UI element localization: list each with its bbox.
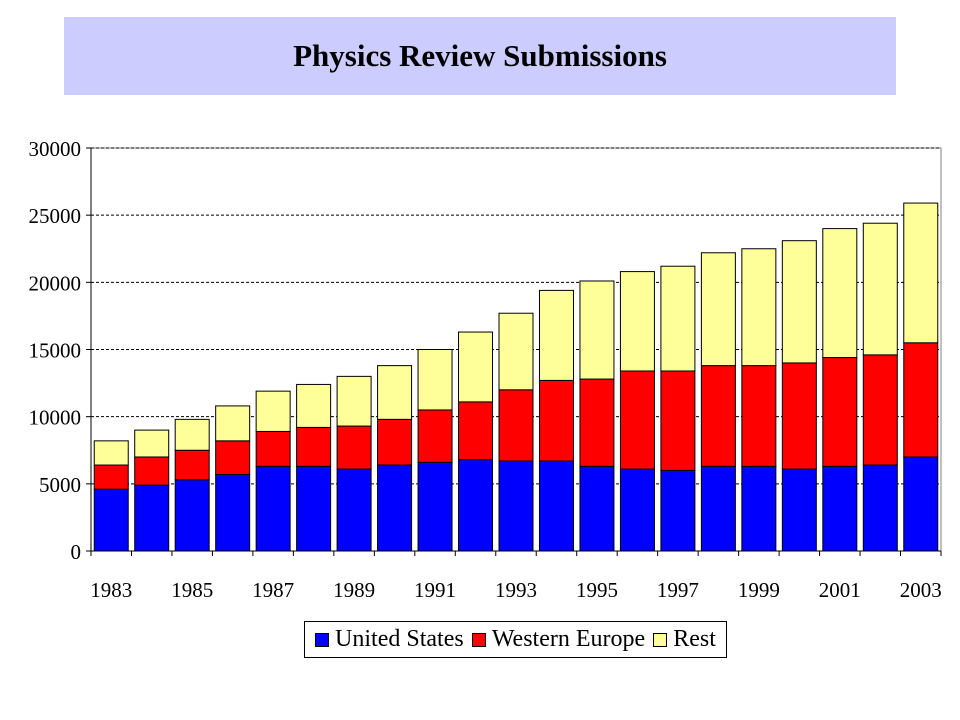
bar-segment-rest [498, 312, 534, 391]
bar-segment-united-states [579, 465, 615, 552]
bar-segment-western-europe [134, 456, 170, 486]
legend-swatch-western-europe [471, 632, 486, 647]
bar-segment-western-europe [538, 379, 574, 462]
bar-segment-western-europe [741, 365, 777, 467]
y-tick-label: 10000 [29, 406, 82, 430]
x-tick-label: 1993 [495, 578, 537, 602]
bar-segment-rest [538, 289, 574, 381]
x-tick-label: 1983 [90, 578, 132, 602]
y-tick-label: 5000 [39, 473, 81, 497]
title-banner: Physics Review Submissions [64, 17, 896, 95]
bar-segment-rest [336, 375, 372, 427]
x-tick-label: 1999 [738, 578, 780, 602]
legend-item-rest: Rest [653, 626, 716, 653]
bar-segment-western-europe [296, 426, 332, 467]
x-tick-label: 2001 [819, 578, 861, 602]
bar-segment-united-states [296, 465, 332, 552]
legend: United States Western Europe Rest [304, 621, 727, 658]
bar-segment-united-states [134, 484, 170, 552]
bar-segment-western-europe [862, 354, 898, 466]
x-tick-label: 1987 [252, 578, 294, 602]
y-tick-label: 20000 [29, 271, 82, 295]
legend-label-united-states: United States [335, 626, 464, 652]
bar-segment-rest [255, 390, 291, 432]
bar-segment-western-europe [579, 378, 615, 467]
x-tick-label: 1989 [333, 578, 375, 602]
bar-segment-western-europe [93, 464, 129, 490]
bar-segment-western-europe [336, 425, 372, 470]
bar-segment-united-states [417, 461, 453, 552]
legend-swatch-rest [653, 632, 668, 647]
bar-segment-united-states [538, 460, 574, 552]
bar-segment-western-europe [215, 440, 251, 475]
bar-segment-united-states [781, 468, 817, 552]
bar-segment-rest [215, 405, 251, 442]
bar-segment-united-states [93, 488, 129, 552]
bar-segment-rest [700, 252, 736, 367]
bar-segment-united-states [903, 456, 939, 552]
x-tick-label: 2003 [900, 578, 942, 602]
bar-segment-united-states [619, 468, 655, 552]
bar-segment-western-europe [377, 418, 413, 466]
bar-segment-united-states [862, 464, 898, 552]
bar-segment-rest [781, 240, 817, 364]
y-tick-label: 25000 [29, 204, 82, 228]
legend-item-united-states: United States [315, 626, 464, 653]
bar-segment-rest [579, 280, 615, 380]
bar-segment-united-states [255, 465, 291, 552]
bar-segment-western-europe [619, 370, 655, 470]
bar-segment-united-states [377, 464, 413, 552]
bar-segment-western-europe [174, 449, 210, 481]
bar-segment-rest [741, 248, 777, 367]
legend-swatch-united-states [315, 632, 330, 647]
legend-label-rest: Rest [673, 626, 716, 652]
y-tick-label: 0 [71, 540, 82, 564]
bar-segment-rest [660, 265, 696, 372]
bar-segment-rest [93, 440, 129, 466]
bar-segment-rest [619, 271, 655, 372]
bar-segment-western-europe [781, 362, 817, 470]
bar-segment-united-states [458, 459, 494, 552]
x-tick-label: 1991 [414, 578, 456, 602]
bar-segment-rest [822, 228, 858, 359]
bar-segment-rest [458, 331, 494, 403]
x-tick-label: 1995 [576, 578, 618, 602]
chart-title: Physics Review Submissions [293, 38, 667, 73]
bar-segment-united-states [174, 479, 210, 552]
bar-segment-western-europe [498, 389, 534, 462]
bar-segment-western-europe [417, 409, 453, 463]
bar-segment-rest [862, 222, 898, 356]
bar-segment-western-europe [903, 342, 939, 458]
x-tick-label: 1997 [657, 578, 699, 602]
bar-segment-united-states [741, 465, 777, 552]
bar-segment-united-states [660, 469, 696, 552]
bar-segment-united-states [215, 473, 251, 552]
y-tick-label: 30000 [29, 137, 82, 161]
bar-segment-united-states [498, 460, 534, 552]
legend-label-western-europe: Western Europe [491, 626, 646, 652]
bar-segment-rest [417, 349, 453, 411]
bar-segment-western-europe [458, 401, 494, 461]
bar-segment-united-states [336, 468, 372, 552]
legend-item-western-europe: Western Europe [471, 626, 646, 653]
y-tick-label: 15000 [29, 339, 82, 363]
bar-segment-rest [377, 365, 413, 420]
bar-segment-rest [134, 429, 170, 458]
bar-segment-rest [903, 202, 939, 344]
bar-segment-western-europe [660, 370, 696, 471]
bar-segment-rest [296, 383, 332, 428]
bar-segment-united-states [700, 465, 736, 552]
bar-segment-united-states [822, 465, 858, 552]
bar-segment-rest [174, 418, 210, 451]
bar-segment-western-europe [700, 365, 736, 467]
bar-segment-western-europe [255, 430, 291, 467]
x-tick-label: 1985 [171, 578, 213, 602]
bar-segment-western-europe [822, 357, 858, 467]
